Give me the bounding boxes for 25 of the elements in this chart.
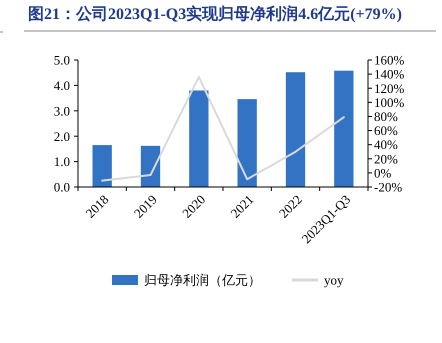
y2-tick-label: 20% bbox=[374, 151, 398, 166]
y-tick-label: 2.0 bbox=[54, 128, 70, 144]
y2-tick-label: 100% bbox=[374, 94, 404, 110]
chart-title: 图21：公司2023Q1-Q3实现归母净利润4.6亿元(+79%) bbox=[28, 5, 402, 23]
bar bbox=[92, 145, 112, 187]
bar bbox=[189, 90, 208, 187]
legend-label: 归母净利润（亿元） bbox=[144, 274, 261, 289]
y2-tick-label: 80% bbox=[374, 108, 398, 124]
y2-tick-label: 140% bbox=[374, 66, 404, 82]
y2-tick-label: 160% bbox=[374, 52, 404, 68]
legend-label: yoy bbox=[324, 272, 344, 288]
bar bbox=[286, 72, 306, 187]
y2-tick-label: 120% bbox=[374, 80, 404, 96]
y-tick-label: 5.0 bbox=[54, 52, 70, 68]
line-series bbox=[101, 76, 345, 182]
y-tick-label: 1.0 bbox=[54, 154, 70, 170]
y2-tick-label: 0% bbox=[374, 165, 392, 180]
y2-tick-label: 60% bbox=[374, 123, 398, 138]
y-tick-label: 4.0 bbox=[54, 78, 70, 93]
bar bbox=[238, 99, 257, 187]
y2-tick-label: 40% bbox=[374, 137, 398, 152]
y-tick-label: 0.0 bbox=[54, 180, 70, 195]
y2-tick-label: -20% bbox=[374, 180, 402, 195]
y-tick-label: 3.0 bbox=[54, 103, 70, 118]
bar bbox=[334, 70, 354, 187]
